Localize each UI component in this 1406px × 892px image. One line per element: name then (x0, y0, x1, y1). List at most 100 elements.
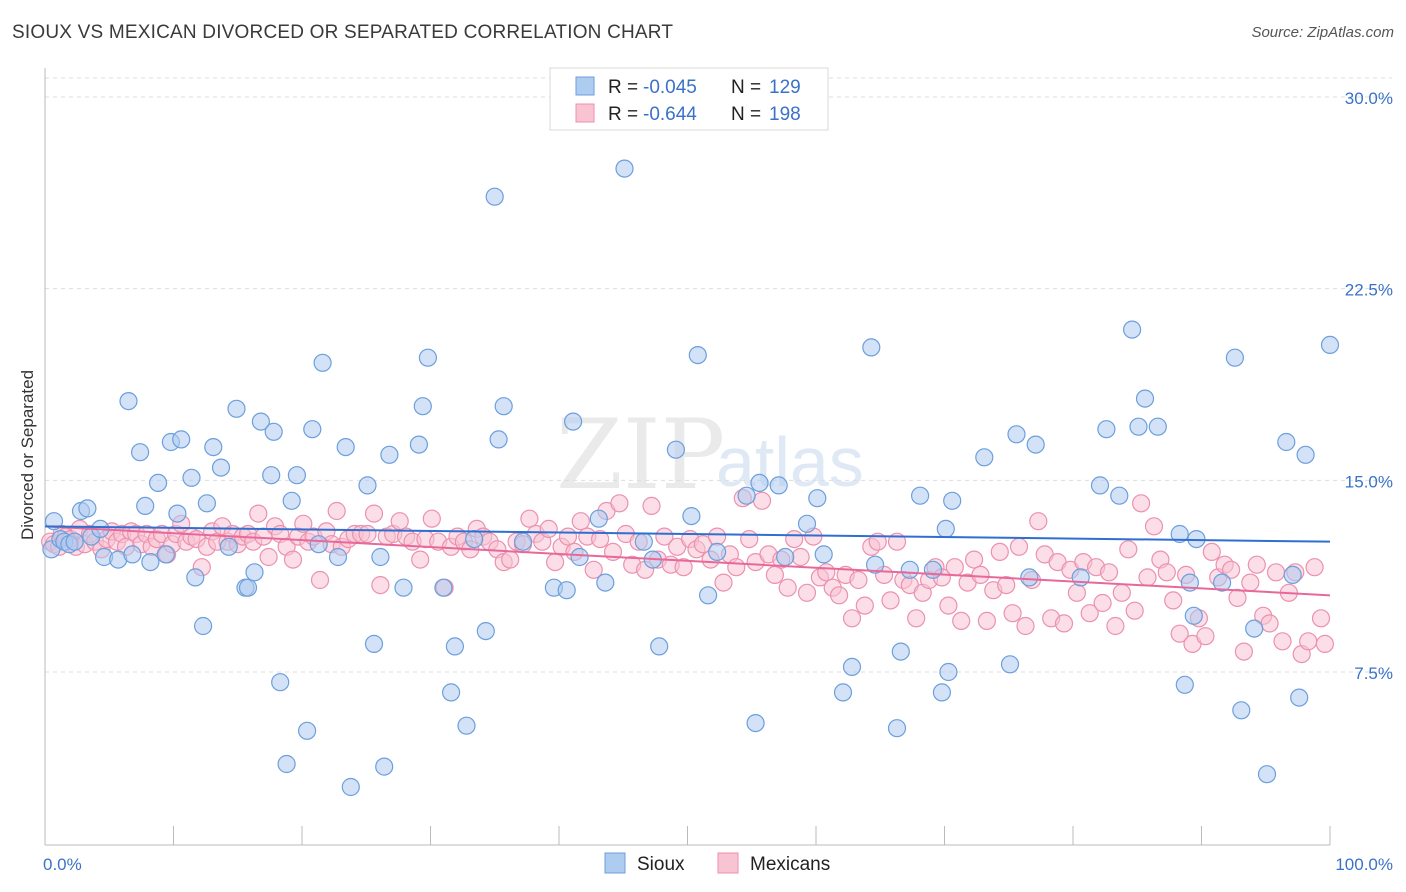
mexicans-point (881, 591, 900, 610)
mexicans-point (584, 560, 603, 579)
mexicans-point (259, 547, 278, 567)
sioux-point (194, 616, 213, 636)
mexicans-point (674, 558, 693, 577)
mexicans-point (364, 504, 384, 523)
mexicans-point (829, 586, 849, 605)
mexicans-point (558, 527, 578, 546)
mexicans-point (1119, 540, 1138, 559)
sioux-point (682, 506, 701, 526)
sioux-point (141, 552, 160, 572)
mexicans-point (714, 573, 733, 592)
sioux-point (1296, 445, 1315, 464)
sioux-point (557, 581, 576, 600)
sioux-point (596, 573, 615, 592)
sioux-point (131, 443, 150, 462)
sioux-point (1020, 568, 1039, 587)
sioux-point (136, 496, 155, 515)
sioux-point (197, 494, 216, 513)
mexicans-point (740, 529, 759, 549)
sioux-point (589, 509, 608, 528)
sioux-point (182, 468, 201, 487)
sioux-point (750, 473, 769, 492)
sioux-point (737, 486, 756, 505)
sioux-point (303, 420, 322, 439)
sioux-point (833, 683, 853, 702)
sioux-point (219, 537, 238, 556)
mexicans-points (40, 489, 1335, 664)
mexicans-point (371, 575, 390, 595)
sioux-point (900, 560, 919, 579)
mexicans-point (283, 550, 303, 569)
sioux-point (78, 499, 97, 518)
mexicans-point (1029, 512, 1048, 531)
sioux-point (413, 397, 432, 416)
sioux-point (1290, 688, 1309, 707)
sioux-point (891, 642, 910, 661)
sioux-point (287, 466, 306, 485)
mexicans-point (1170, 624, 1189, 643)
sioux-point (156, 545, 175, 564)
mexicans-point (1138, 568, 1157, 587)
sioux-point (282, 491, 301, 510)
mexicans-point (693, 535, 713, 554)
y-axis-label: Divorced or Separated (18, 370, 37, 540)
sioux-point (264, 422, 283, 441)
sioux-point (1148, 417, 1167, 436)
legend-r-value-1: -0.045 (643, 77, 697, 98)
sioux-point (245, 563, 264, 582)
sioux-point (814, 545, 833, 564)
sioux-point (262, 466, 281, 485)
trend-lines (44, 525, 1331, 597)
sioux-point (698, 586, 718, 605)
chart-title: SIOUX VS MEXICAN DIVORCED OR SEPARATED C… (12, 22, 674, 43)
sioux-point (634, 532, 653, 551)
sioux-point (457, 716, 476, 735)
mexicans-point (655, 527, 674, 546)
legend-sioux-label: Sioux (637, 854, 685, 875)
sioux-point (476, 621, 495, 641)
mexicans-point (1003, 604, 1022, 623)
sioux-point (975, 448, 994, 467)
sioux-point (238, 578, 258, 597)
sioux-point (380, 445, 399, 464)
legend-r-value-2: -0.644 (643, 104, 697, 125)
mexicans-point (1266, 563, 1286, 582)
mexicans-point (1311, 609, 1331, 628)
sioux-point (465, 529, 484, 549)
mexicans-point (1315, 634, 1335, 654)
sioux-point (1097, 420, 1116, 439)
sioux-point (746, 713, 765, 733)
mexicans-point (778, 578, 797, 597)
sioux-point (1245, 619, 1264, 638)
sioux-point (1225, 348, 1245, 367)
x-tick-label-min: 0.0% (43, 855, 82, 874)
mexicans-point (1125, 601, 1144, 620)
mexicans-point (1131, 494, 1151, 513)
mexicans-point (945, 558, 964, 577)
sioux-point (513, 532, 533, 551)
mexicans-point (855, 596, 874, 615)
legend-sioux-swatch (604, 852, 626, 874)
sioux-point (1283, 565, 1302, 585)
sioux-point (123, 545, 142, 564)
sioux-point (251, 412, 270, 431)
y-tick-label: 30.0% (1345, 89, 1393, 108)
mexicans-point (1144, 517, 1164, 536)
y-tick-label: 7.5% (1354, 664, 1393, 683)
sioux-point (842, 657, 862, 677)
sioux-point (1170, 524, 1189, 544)
mexicans-point (817, 563, 836, 582)
sioux-point (1175, 675, 1194, 694)
sioux-point (923, 560, 943, 579)
sioux-point (707, 542, 727, 562)
mexicans-point (1260, 614, 1279, 633)
mexicans-point (390, 512, 409, 531)
legend-r-label-1: R = (608, 77, 638, 98)
source-credit: Source: ZipAtlas.com (1251, 24, 1394, 41)
x-tick-labels: 0.0% 100.0% (43, 855, 1393, 874)
sioux-point (375, 757, 394, 776)
sioux-point (1212, 573, 1232, 592)
y-tick-label: 15.0% (1345, 472, 1393, 491)
sioux-point (1320, 335, 1340, 354)
mexicans-point (422, 509, 441, 528)
